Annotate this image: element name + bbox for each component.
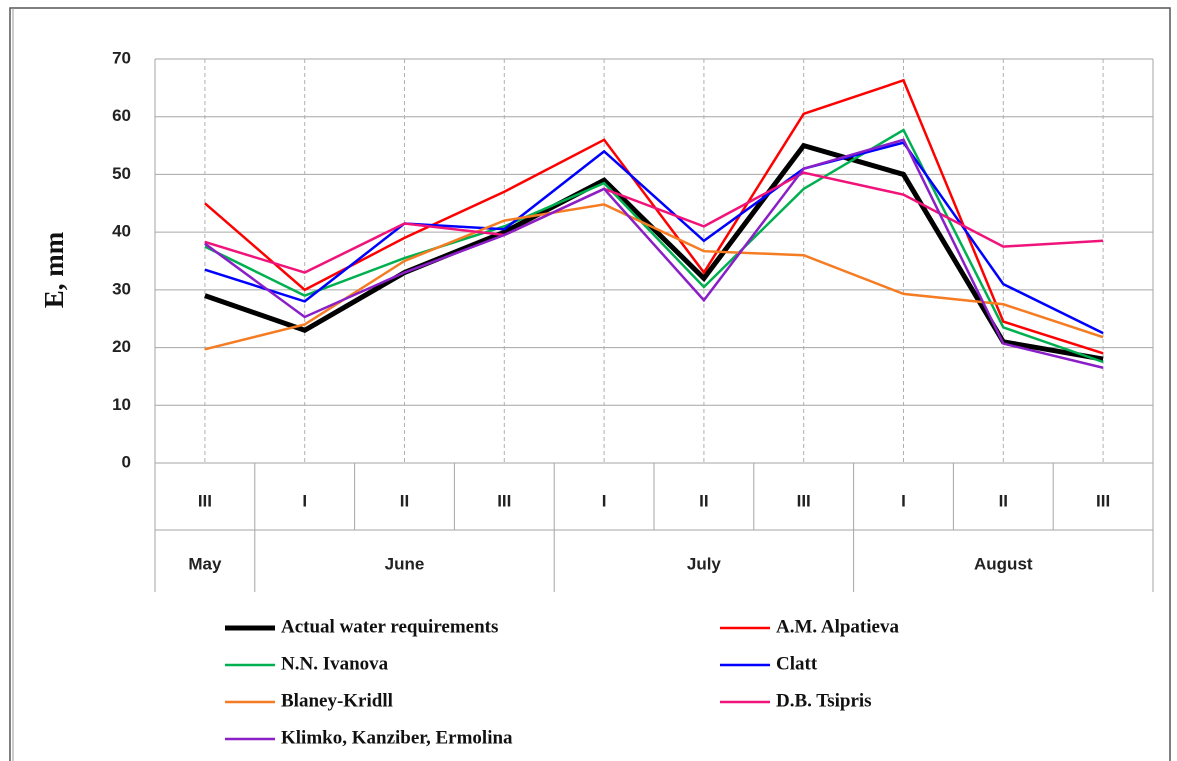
series-line: [204, 171, 1104, 274]
y-tick-label: 50: [112, 164, 131, 183]
series-line: [204, 141, 1104, 335]
y-tick-label: 0: [122, 452, 131, 471]
legend-label: Clatt: [776, 653, 818, 674]
y-tick-label: 10: [112, 395, 131, 414]
x-tick-label: II: [999, 491, 1008, 510]
legend-label: Actual water requirements: [281, 616, 498, 637]
month-label: June: [385, 554, 425, 573]
x-tick-label: III: [198, 491, 212, 510]
x-tick-label: III: [1096, 491, 1110, 510]
x-tick-label: II: [699, 491, 708, 510]
legend-label: D.B. Tsipris: [776, 690, 872, 711]
series-line: [204, 203, 1104, 351]
legend-label: Klimko, Kanziber, Ermolina: [281, 727, 513, 748]
x-tick-label: I: [602, 491, 607, 510]
legend-label: Blaney-Kridll: [281, 690, 393, 711]
x-tick-label: III: [497, 491, 511, 510]
month-label: July: [687, 554, 722, 573]
y-axis-label: E, mm: [39, 231, 69, 308]
series-line: [204, 128, 1104, 364]
x-tick-label: II: [400, 491, 409, 510]
x-tick-label: III: [797, 491, 811, 510]
month-label: May: [188, 554, 222, 573]
y-tick-label: 60: [112, 106, 131, 125]
y-tick-label: 70: [112, 48, 131, 67]
month-label: August: [974, 554, 1033, 573]
y-tick-label: 40: [112, 222, 131, 241]
legend-label: N.N. Ivanova: [281, 653, 389, 674]
x-tick-label: I: [302, 491, 307, 510]
y-tick-label: 20: [112, 337, 131, 356]
legend-label: A.M. Alpatieva: [776, 616, 899, 637]
series-line: [204, 142, 1104, 362]
series-line: [204, 138, 1104, 369]
x-tick-label: I: [901, 491, 906, 510]
frame: [9, 7, 1171, 761]
y-tick-label: 30: [112, 279, 131, 298]
